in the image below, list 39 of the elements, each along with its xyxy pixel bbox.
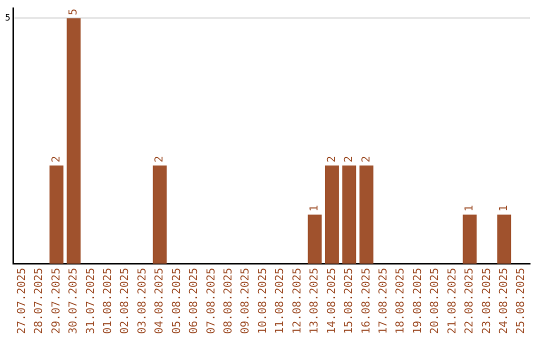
x-tick-label: 12.08.2025 — [290, 268, 304, 334]
x-tick-label: 23.08.2025 — [480, 268, 493, 334]
x-tick-label: 11.08.2025 — [273, 268, 286, 334]
x-tick-label: 13.08.2025 — [308, 268, 321, 334]
x-tick-label: 16.08.2025 — [359, 268, 372, 334]
x-tick-label: 06.08.2025 — [187, 268, 200, 334]
x-tick-label: 10.08.2025 — [256, 268, 269, 334]
x-tick-label: 18.08.2025 — [394, 268, 407, 334]
x-tick-label: 07.08.2025 — [204, 268, 218, 334]
x-tick-label: 02.08.2025 — [118, 268, 132, 334]
data-label: 2 — [152, 156, 166, 163]
x-tick-label: 29.07.2025 — [49, 268, 62, 334]
x-tick-label: 25.08.2025 — [514, 268, 528, 334]
data-label: 2 — [49, 156, 62, 163]
x-tick-label: 05.08.2025 — [170, 268, 183, 334]
data-label: 2 — [359, 156, 372, 163]
data-label: 1 — [497, 205, 510, 212]
x-tick-label: 03.08.2025 — [135, 268, 148, 334]
x-tick-label: 22.08.2025 — [462, 268, 476, 334]
x-tick-label: 31.07.2025 — [84, 268, 97, 334]
x-tick-label: 14.08.2025 — [324, 268, 338, 334]
x-tick-label: 28.07.2025 — [32, 268, 46, 334]
data-label: 2 — [324, 156, 338, 163]
x-tick-label: 20.08.2025 — [428, 268, 442, 334]
x-tick-label: 09.08.2025 — [238, 268, 252, 334]
x-tick-label: 08.08.2025 — [222, 268, 235, 334]
x-tick-label: 21.08.2025 — [445, 268, 458, 334]
x-tick-label: 19.08.2025 — [410, 268, 424, 334]
x-tick-label: 04.08.2025 — [152, 268, 166, 334]
data-label: 2 — [342, 156, 356, 163]
data-label: 1 — [308, 205, 321, 212]
x-tick-label: 30.07.2025 — [66, 268, 80, 334]
x-tick-label: 27.07.2025 — [14, 268, 28, 334]
x-tick-label: 01.08.2025 — [100, 268, 114, 334]
data-label: 5 — [66, 8, 80, 16]
x-tick-label: 24.08.2025 — [497, 268, 510, 334]
x-tick-label: 15.08.2025 — [342, 268, 356, 334]
data-label: 1 — [462, 205, 476, 212]
x-tick-label: 17.08.2025 — [376, 268, 390, 334]
